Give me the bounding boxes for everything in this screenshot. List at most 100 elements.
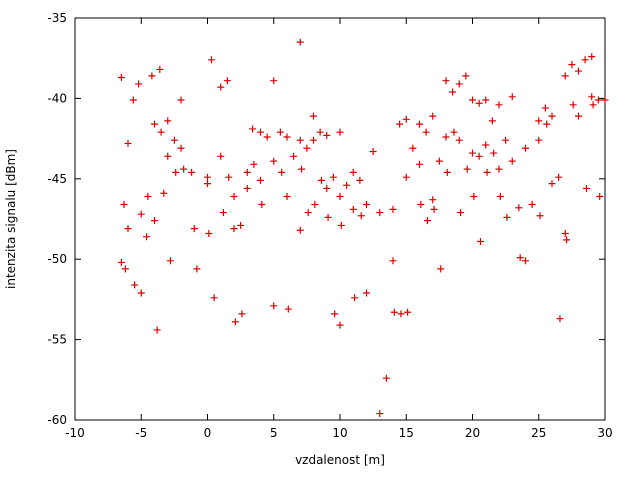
- data-point-marker: [336, 128, 344, 136]
- data-point-marker: [217, 83, 225, 91]
- data-point-marker: [548, 112, 556, 120]
- data-point-marker: [363, 289, 370, 297]
- data-point-marker: [430, 205, 438, 213]
- data-point-marker: [270, 302, 278, 310]
- data-point-marker: [357, 212, 365, 220]
- data-point-marker: [231, 318, 239, 326]
- data-point-marker: [337, 221, 345, 229]
- data-point-marker: [390, 308, 398, 316]
- data-point-marker: [475, 152, 483, 160]
- data-point-marker: [402, 173, 410, 181]
- data-point-marker: [217, 152, 225, 160]
- data-point-marker: [588, 93, 596, 101]
- data-point-marker: [561, 229, 569, 237]
- data-point-marker: [230, 192, 238, 200]
- data-point-marker: [296, 226, 304, 234]
- data-point-marker: [172, 168, 180, 176]
- data-point-marker: [416, 160, 423, 168]
- data-point-marker: [417, 201, 425, 209]
- data-point-marker: [164, 152, 172, 160]
- y-tick-label: -40: [47, 91, 67, 105]
- data-point-marker: [188, 168, 196, 176]
- data-point-marker: [423, 217, 431, 225]
- y-axis-title: intenzita signalu [dBm]: [4, 149, 18, 289]
- data-point-marker: [455, 80, 463, 88]
- data-point-marker: [323, 184, 331, 192]
- data-point-marker: [270, 157, 278, 165]
- data-point-marker: [304, 209, 312, 217]
- data-point-marker: [204, 173, 211, 181]
- data-point-marker: [237, 221, 245, 229]
- data-point-marker: [404, 308, 412, 316]
- data-point-marker: [442, 133, 450, 141]
- data-point-marker: [164, 117, 172, 125]
- data-point-marker: [310, 112, 317, 120]
- data-point-marker: [475, 99, 483, 107]
- data-point-marker: [449, 88, 457, 96]
- data-point-marker: [180, 165, 188, 173]
- data-point-marker: [429, 112, 437, 120]
- data-point-marker: [296, 38, 304, 46]
- data-point-marker: [170, 136, 178, 144]
- y-tick-label: -60: [47, 413, 67, 427]
- data-point-marker: [561, 72, 569, 80]
- data-point-marker: [422, 128, 430, 136]
- data-point-marker: [137, 210, 145, 218]
- data-point-marker: [349, 205, 357, 213]
- data-point-marker: [257, 128, 264, 136]
- data-point-marker: [455, 136, 463, 144]
- data-point-marker: [323, 131, 331, 139]
- data-point-marker: [303, 144, 311, 152]
- data-point-marker: [177, 144, 185, 152]
- data-point-marker: [402, 115, 410, 123]
- data-point-marker: [283, 192, 291, 200]
- y-tick-label: -35: [47, 11, 67, 25]
- data-point-marker: [121, 265, 129, 273]
- data-point-marker: [249, 125, 257, 133]
- data-point-marker: [117, 258, 125, 266]
- data-point-marker: [283, 133, 291, 141]
- x-tick-label: 5: [270, 426, 278, 440]
- data-point-marker: [469, 149, 476, 157]
- data-point-marker: [135, 80, 143, 88]
- data-point-marker: [556, 315, 564, 323]
- data-point-marker: [284, 305, 292, 313]
- data-point-marker: [582, 184, 590, 192]
- data-point-marker: [257, 176, 264, 184]
- data-point-marker: [389, 257, 397, 265]
- data-point-marker: [129, 96, 137, 104]
- data-point-marker: [555, 173, 563, 181]
- data-point-marker: [278, 168, 286, 176]
- data-point-marker: [124, 225, 132, 233]
- data-point-marker: [462, 72, 470, 80]
- data-point-marker: [442, 77, 450, 85]
- data-point-marker: [219, 209, 227, 217]
- data-point-marker: [516, 254, 524, 262]
- data-points: [117, 38, 609, 418]
- data-point-marker: [258, 201, 266, 209]
- data-point-marker: [488, 117, 496, 125]
- x-axis-title: vzdalenost [m]: [295, 453, 385, 467]
- data-point-marker: [225, 173, 233, 181]
- data-point-marker: [522, 257, 529, 265]
- data-point-marker: [223, 77, 231, 85]
- data-point-marker: [336, 192, 344, 200]
- data-point-marker: [157, 128, 165, 136]
- data-point-marker: [276, 128, 284, 136]
- data-point-marker: [503, 213, 511, 221]
- x-tick-label: -10: [65, 426, 85, 440]
- data-point-marker: [463, 165, 471, 173]
- data-point-marker: [443, 168, 451, 176]
- data-point-marker: [569, 101, 577, 109]
- data-point-marker: [238, 310, 246, 318]
- data-point-marker: [588, 53, 596, 61]
- data-point-marker: [382, 374, 390, 382]
- data-point-marker: [508, 93, 516, 101]
- data-point-marker: [296, 136, 304, 144]
- data-point-marker: [396, 120, 404, 128]
- data-point-marker: [317, 176, 325, 184]
- data-point-marker: [160, 189, 168, 197]
- x-tick-label: 25: [531, 426, 546, 440]
- data-point-marker: [435, 157, 443, 165]
